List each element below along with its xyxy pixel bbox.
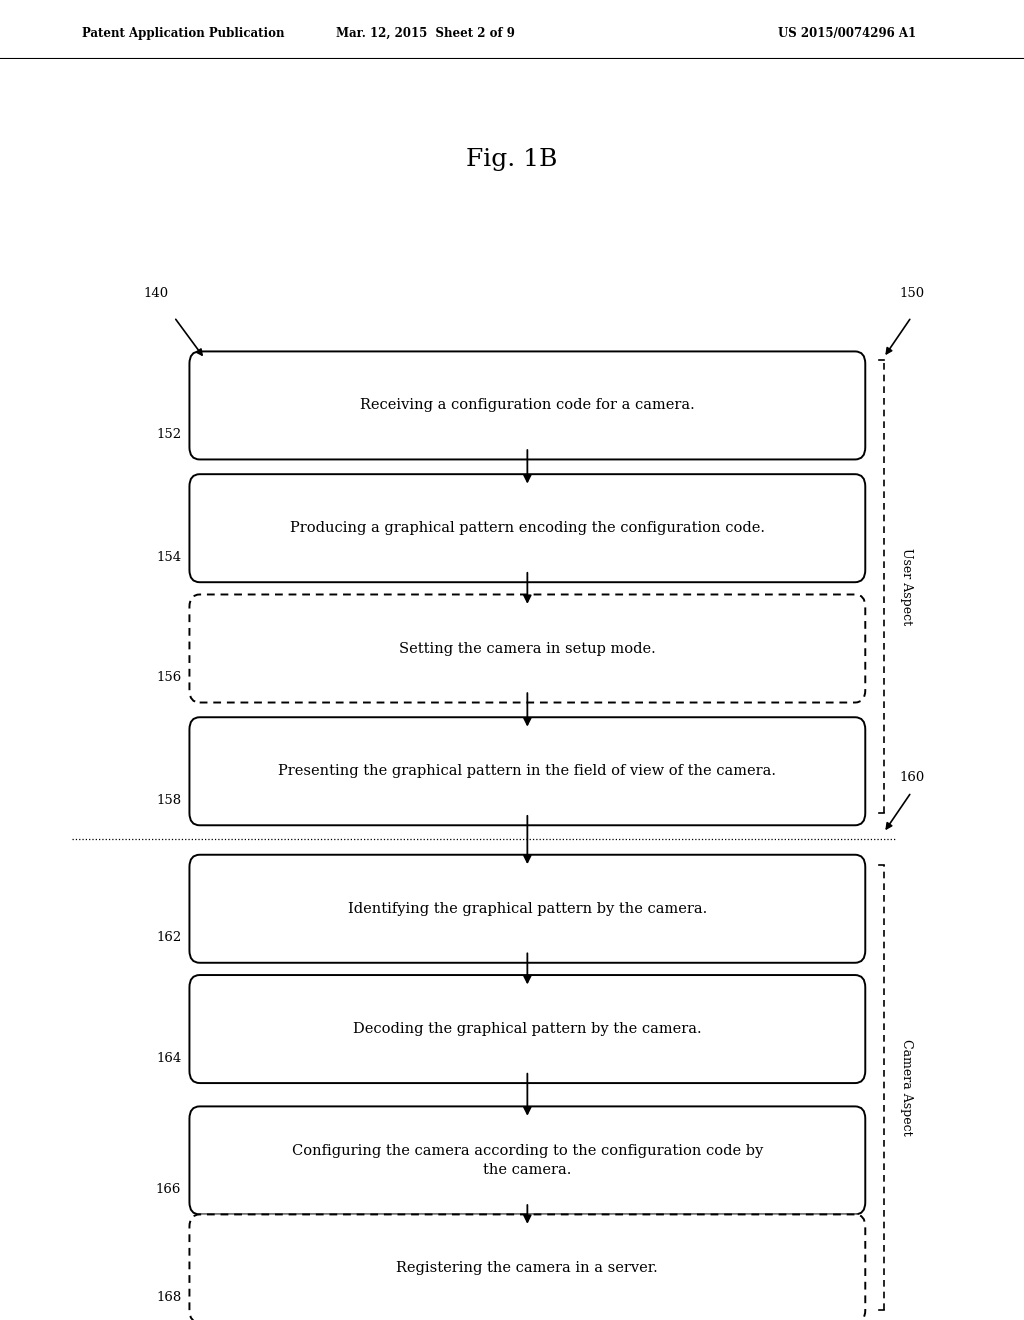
- Text: 160: 160: [899, 771, 925, 784]
- Text: Presenting the graphical pattern in the field of view of the camera.: Presenting the graphical pattern in the …: [279, 764, 776, 779]
- Text: Configuring the camera according to the configuration code by
the camera.: Configuring the camera according to the …: [292, 1143, 763, 1177]
- Text: 166: 166: [156, 1183, 181, 1196]
- Text: Camera Aspect: Camera Aspect: [900, 1039, 912, 1135]
- Text: Registering the camera in a server.: Registering the camera in a server.: [396, 1262, 658, 1275]
- FancyBboxPatch shape: [189, 351, 865, 459]
- Text: US 2015/0074296 A1: US 2015/0074296 A1: [778, 26, 916, 40]
- Text: Receiving a configuration code for a camera.: Receiving a configuration code for a cam…: [360, 399, 694, 412]
- Text: 158: 158: [156, 793, 181, 807]
- FancyBboxPatch shape: [189, 855, 865, 962]
- FancyBboxPatch shape: [189, 717, 865, 825]
- Text: 168: 168: [156, 1291, 181, 1304]
- Text: 152: 152: [156, 428, 181, 441]
- Text: Patent Application Publication: Patent Application Publication: [82, 26, 285, 40]
- Text: 150: 150: [899, 286, 925, 300]
- FancyBboxPatch shape: [189, 474, 865, 582]
- FancyBboxPatch shape: [189, 1106, 865, 1214]
- Text: 140: 140: [143, 286, 169, 300]
- Text: Identifying the graphical pattern by the camera.: Identifying the graphical pattern by the…: [348, 902, 707, 916]
- Text: Fig. 1B: Fig. 1B: [466, 148, 558, 172]
- FancyBboxPatch shape: [189, 975, 865, 1084]
- Text: 156: 156: [156, 671, 181, 684]
- FancyBboxPatch shape: [189, 594, 865, 702]
- Text: Decoding the graphical pattern by the camera.: Decoding the graphical pattern by the ca…: [353, 1022, 701, 1036]
- Text: 164: 164: [156, 1052, 181, 1065]
- Text: Setting the camera in setup mode.: Setting the camera in setup mode.: [399, 642, 655, 656]
- FancyBboxPatch shape: [189, 1214, 865, 1320]
- Text: 154: 154: [156, 550, 181, 564]
- Text: User Aspect: User Aspect: [900, 548, 912, 626]
- Text: Mar. 12, 2015  Sheet 2 of 9: Mar. 12, 2015 Sheet 2 of 9: [336, 26, 514, 40]
- Text: 162: 162: [156, 932, 181, 944]
- Text: Producing a graphical pattern encoding the configuration code.: Producing a graphical pattern encoding t…: [290, 521, 765, 535]
